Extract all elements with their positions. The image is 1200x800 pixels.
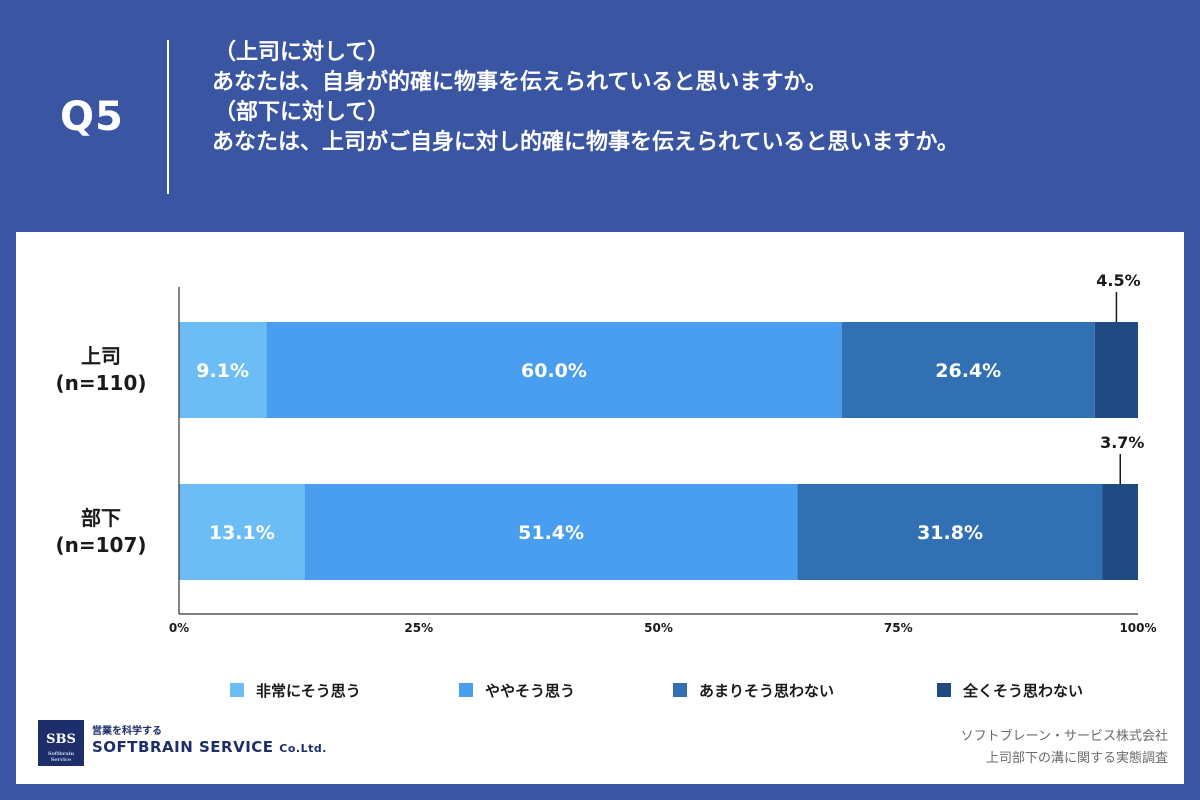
x-tick-label-0: 0% [169,621,189,635]
stacked-bar-chart: 9.1% 60.0% 26.4% 4.5% 13.1% 51.4% 31.8% 3.7% 0% 2… [169,271,1157,635]
company-logo: SBS Softbrain Service 営業を科学する SOFTBRAIN … [38,720,338,770]
question-line-subordinate-heading: （部下に対して） [214,100,390,125]
logo-name-text: SOFTBRAIN SERVICE [92,738,274,756]
category-label-line: 上司 [81,344,121,368]
legend-item-2: あまりそう思わない [673,678,834,702]
source-company: ソフトブレーン・サービス株式会社 [960,729,1168,744]
logo-badge-subtext: Softbrain Service [47,751,75,763]
logo-tagline: 営業を科学する [92,726,162,737]
question-line-subordinate: あなたは、上司がご自身に対し的確に物事を伝えられていると思いますか。 [212,130,959,155]
category-label-line: (n=107) [55,533,147,557]
bar-segment-0-3 [1094,322,1138,418]
data-label-0-0: 9.1% [196,360,249,382]
question-line-boss: あなたは、自身が的確に物事を伝えられていると思いますか。 [212,70,827,95]
bar-segment-1-1 [304,484,798,580]
source-survey: 上司部下の溝に関する実態調査 [985,751,1168,766]
x-tick-label-4: 100% [1119,621,1156,635]
data-label-0-2: 26.4% [935,360,1001,382]
category-label-0: 上司 (n=110) [36,343,166,397]
data-label-1-0: 13.1% [209,522,275,544]
legend-label: 全くそう思わない [963,681,1084,700]
question-line-boss-heading: （上司に対して） [214,40,390,65]
question-number: Q5 [60,94,124,140]
question-text: （上司に対して） あなたは、自身が的確に物事を伝えられていると思いますか。 （部… [212,38,959,158]
bar-segment-0-0 [179,322,267,418]
bar-segment-1-0 [179,484,305,580]
bar-segment-0-1 [266,322,842,418]
legend-label: あまりそう思わない [699,681,835,700]
x-tick-label-1: 25% [404,621,433,635]
header-divider [167,40,169,194]
category-label-line: (n=110) [55,371,147,395]
data-label-0-3: 4.5% [1096,271,1140,290]
data-label-1-3: 3.7% [1100,433,1144,452]
legend-item-3: 全くそう思わない [937,678,1083,702]
legend-item-0: 非常にそう思う [230,678,361,702]
logo-name-suffix: Co.Ltd. [279,742,327,755]
source-credit: ソフトブレーン・サービス株式会社 上司部下の溝に関する実態調査 [961,726,1168,770]
legend-label: ややそう思う [485,681,576,700]
legend-swatch [230,683,244,697]
legend-swatch [937,683,951,697]
x-tick-label-3: 75% [884,621,913,635]
data-label-1-2: 31.8% [917,522,983,544]
chart-panel: 9.1% 60.0% 26.4% 4.5% 13.1% 51.4% 31.8% 3.7% 0% 2… [16,232,1184,784]
data-label-0-1: 60.0% [521,360,587,382]
x-tick-label-2: 50% [644,621,673,635]
logo-badge-text: SBS [46,732,76,747]
data-label-1-1: 51.4% [518,522,584,544]
question-header: Q5 （上司に対して） あなたは、自身が的確に物事を伝えられていると思いますか。… [0,0,1200,232]
legend-swatch [459,683,473,697]
category-label-1: 部下 (n=107) [36,505,166,559]
legend-label: 非常にそう思う [256,681,361,700]
legend-swatch [673,683,687,697]
logo-badge: SBS Softbrain Service [38,720,84,766]
chart-legend: 非常にそう思う ややそう思う あまりそう思わない 全くそう思わない [16,678,1184,702]
legend-item-1: ややそう思う [459,678,575,702]
bar-segment-1-3 [1102,484,1138,580]
bar-segment-1-2 [797,484,1103,580]
logo-company-name: SOFTBRAIN SERVICE Co.Ltd. [92,738,327,756]
category-label-line: 部下 [81,506,121,530]
bar-segment-0-2 [841,322,1095,418]
